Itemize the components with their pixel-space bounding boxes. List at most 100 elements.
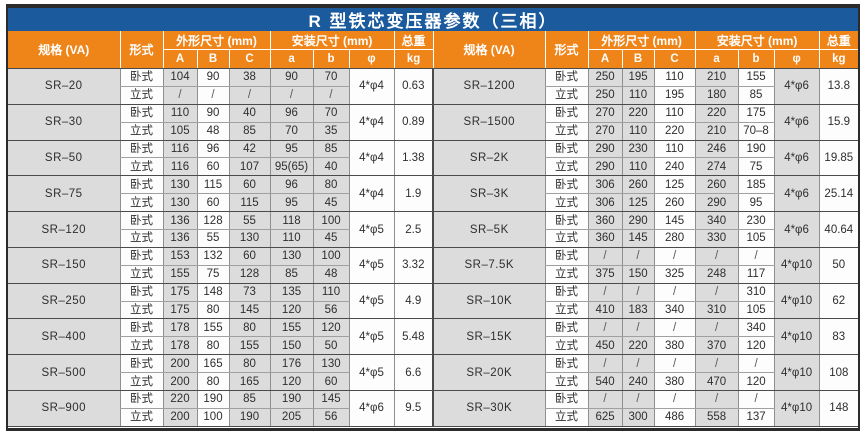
dimension-cell: 360 — [587, 229, 623, 248]
dimension-cell: 55 — [228, 211, 271, 231]
header-col-C-left: C — [228, 49, 271, 69]
dimension-cell: / — [737, 390, 775, 409]
dimension-cell: 130 — [228, 229, 271, 248]
form-cell: 立式 — [119, 157, 163, 177]
header-outline-right: 外形尺寸 (mm) — [587, 31, 696, 50]
dimension-cell: 165 — [228, 372, 271, 392]
header-col-B-right: B — [621, 49, 655, 69]
dimension-cell: 85 — [312, 140, 350, 159]
weight-cell: 3.32 — [393, 247, 434, 284]
dimension-cell: 60 — [196, 193, 229, 213]
dimension-cell: 270 — [587, 122, 623, 141]
dimension-cell: 175 — [737, 104, 775, 123]
header-col-kg-left: kg — [393, 49, 434, 69]
dimension-cell: 107 — [228, 157, 271, 177]
dimension-cell: 150 — [269, 336, 314, 356]
weight-cell: 6.6 — [393, 354, 434, 392]
table-frame: R 型铁芯变压器参数（三相） 规格 (VA) 形式 外形尺寸 (mm) 安装尺寸… — [6, 4, 860, 431]
weight-cell: 62 — [818, 283, 859, 320]
dimension-cell: / — [196, 86, 229, 105]
mount-hole-cell: 4*φ4 — [348, 175, 395, 213]
form-cell: 立式 — [119, 301, 163, 320]
table-title: R 型铁芯变压器参数（三相） — [8, 8, 858, 31]
weight-cell: 50 — [818, 247, 859, 284]
form-cell: 立式 — [119, 86, 163, 105]
dimension-cell: 85 — [228, 122, 271, 141]
dimension-cell: 220 — [653, 122, 696, 141]
dimension-cell: 80 — [228, 354, 271, 374]
weight-cell: 4.9 — [393, 283, 434, 320]
dimension-cell: 100 — [312, 211, 350, 231]
dimension-cell: 80 — [196, 372, 229, 392]
dimension-cell: 120 — [312, 318, 350, 338]
dimension-cell: / — [621, 247, 655, 266]
mount-hole-cell: 4*φ6 — [773, 211, 820, 248]
header-weight-left: 总重 — [393, 31, 434, 50]
dimension-cell: 150 — [621, 265, 655, 284]
dimension-cell: 155 — [228, 336, 271, 356]
dimension-cell: 95(65) — [269, 157, 314, 177]
dimension-cell: 85 — [737, 86, 775, 105]
weight-cell: 108 — [818, 354, 859, 392]
dimension-cell: 73 — [228, 283, 271, 302]
dimension-cell: 125 — [621, 193, 655, 213]
dimension-cell: 130 — [269, 247, 314, 266]
dimension-cell: 220 — [694, 104, 739, 123]
dimension-cell: 90 — [196, 104, 229, 123]
spec-cell: SR–900 — [8, 390, 120, 427]
dimension-cell: 240 — [653, 157, 696, 177]
dimension-cell: 310 — [737, 283, 775, 302]
dimension-cell: 180 — [694, 86, 739, 105]
dimension-cell: 148 — [196, 283, 229, 302]
form-cell: 立式 — [119, 229, 163, 248]
dimension-cell: 190 — [196, 390, 229, 409]
dimension-cell: 56 — [312, 301, 350, 320]
dimension-cell: 200 — [162, 372, 197, 392]
dimension-cell: / — [587, 318, 623, 338]
dimension-cell: 110 — [653, 140, 696, 159]
dimension-cell: 110 — [621, 122, 655, 141]
dimension-cell: 60 — [228, 175, 271, 195]
dimension-cell: / — [587, 390, 623, 409]
dimension-cell: 470 — [694, 372, 739, 392]
dimension-cell: 56 — [312, 408, 350, 427]
dimension-cell: 200 — [162, 354, 197, 374]
weight-cell: 148 — [818, 390, 859, 427]
weight-cell: 25.14 — [818, 175, 859, 213]
form-cell: 立式 — [544, 86, 589, 105]
form-cell: 卧式 — [544, 354, 589, 374]
dimension-cell: 95 — [269, 140, 314, 159]
dimension-cell: 625 — [587, 408, 623, 427]
dimension-cell: 340 — [653, 301, 696, 320]
dimension-cell: / — [694, 354, 739, 374]
dimension-cell: 85 — [269, 265, 314, 284]
spec-cell: SR–500 — [8, 354, 120, 392]
dimension-cell: 80 — [196, 336, 229, 356]
dimension-cell: 153 — [162, 247, 197, 266]
table-row: SR–50 卧式 116 96 42 95 85 4*φ4 1.38 SR–2K 卧式 290 230 1… — [8, 140, 859, 177]
weight-cell: 40.64 — [818, 211, 859, 248]
form-cell: 卧式 — [544, 140, 589, 159]
header-install-right: 安装尺寸 (mm) — [694, 31, 820, 50]
dimension-cell: 95 — [269, 193, 314, 213]
form-cell: 立式 — [119, 122, 163, 141]
mount-hole-cell: 4*φ10 — [773, 247, 820, 284]
form-cell: 卧式 — [119, 283, 163, 302]
dimension-cell: / — [653, 247, 696, 266]
header-group-row: 规格 (VA) 形式 外形尺寸 (mm) 安装尺寸 (mm) 总重 规格 (VA… — [8, 31, 859, 69]
header-col-C-right: C — [653, 49, 696, 69]
dimension-cell: 340 — [737, 318, 775, 338]
dimension-cell: 274 — [694, 157, 739, 177]
form-cell: 立式 — [119, 265, 163, 284]
mount-hole-cell: 4*φ6 — [348, 390, 395, 427]
dimension-cell: 250 — [587, 68, 623, 87]
dimension-cell: 183 — [621, 301, 655, 320]
mount-hole-cell: 4*φ5 — [348, 247, 395, 284]
mount-hole-cell: 4*φ5 — [348, 283, 395, 320]
header-install-left: 安装尺寸 (mm) — [269, 31, 395, 50]
dimension-cell: / — [694, 318, 739, 338]
dimension-cell: 48 — [312, 265, 350, 284]
dimension-cell: 130 — [162, 193, 197, 213]
spec-cell: SR–50 — [8, 140, 120, 177]
form-cell: 卧式 — [119, 140, 163, 159]
